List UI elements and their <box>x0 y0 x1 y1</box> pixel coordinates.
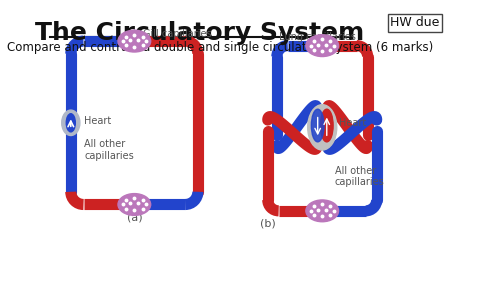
Text: All other
capillaries: All other capillaries <box>84 139 134 161</box>
Text: All other
capillaries: All other capillaries <box>335 166 384 187</box>
Text: Gill capillaries: Gill capillaries <box>144 29 212 39</box>
Text: Heart: Heart <box>84 116 112 126</box>
Text: (b): (b) <box>260 219 276 228</box>
Ellipse shape <box>118 30 150 52</box>
Text: HW due: HW due <box>390 17 440 30</box>
Ellipse shape <box>306 200 338 222</box>
Ellipse shape <box>118 194 150 215</box>
Text: The Circulatory System: The Circulatory System <box>35 21 364 45</box>
Ellipse shape <box>306 35 338 56</box>
Ellipse shape <box>62 110 80 135</box>
Text: Heart: Heart <box>338 118 366 128</box>
Text: Compare and contrast a double and single circulatory system (6 marks): Compare and contrast a double and single… <box>8 41 434 54</box>
Ellipse shape <box>312 109 324 142</box>
Text: (a): (a) <box>126 212 142 222</box>
Ellipse shape <box>66 114 76 132</box>
FancyBboxPatch shape <box>388 14 442 32</box>
Ellipse shape <box>320 109 333 142</box>
Text: Lung capillaries: Lung capillaries <box>280 32 356 42</box>
Ellipse shape <box>308 105 336 150</box>
